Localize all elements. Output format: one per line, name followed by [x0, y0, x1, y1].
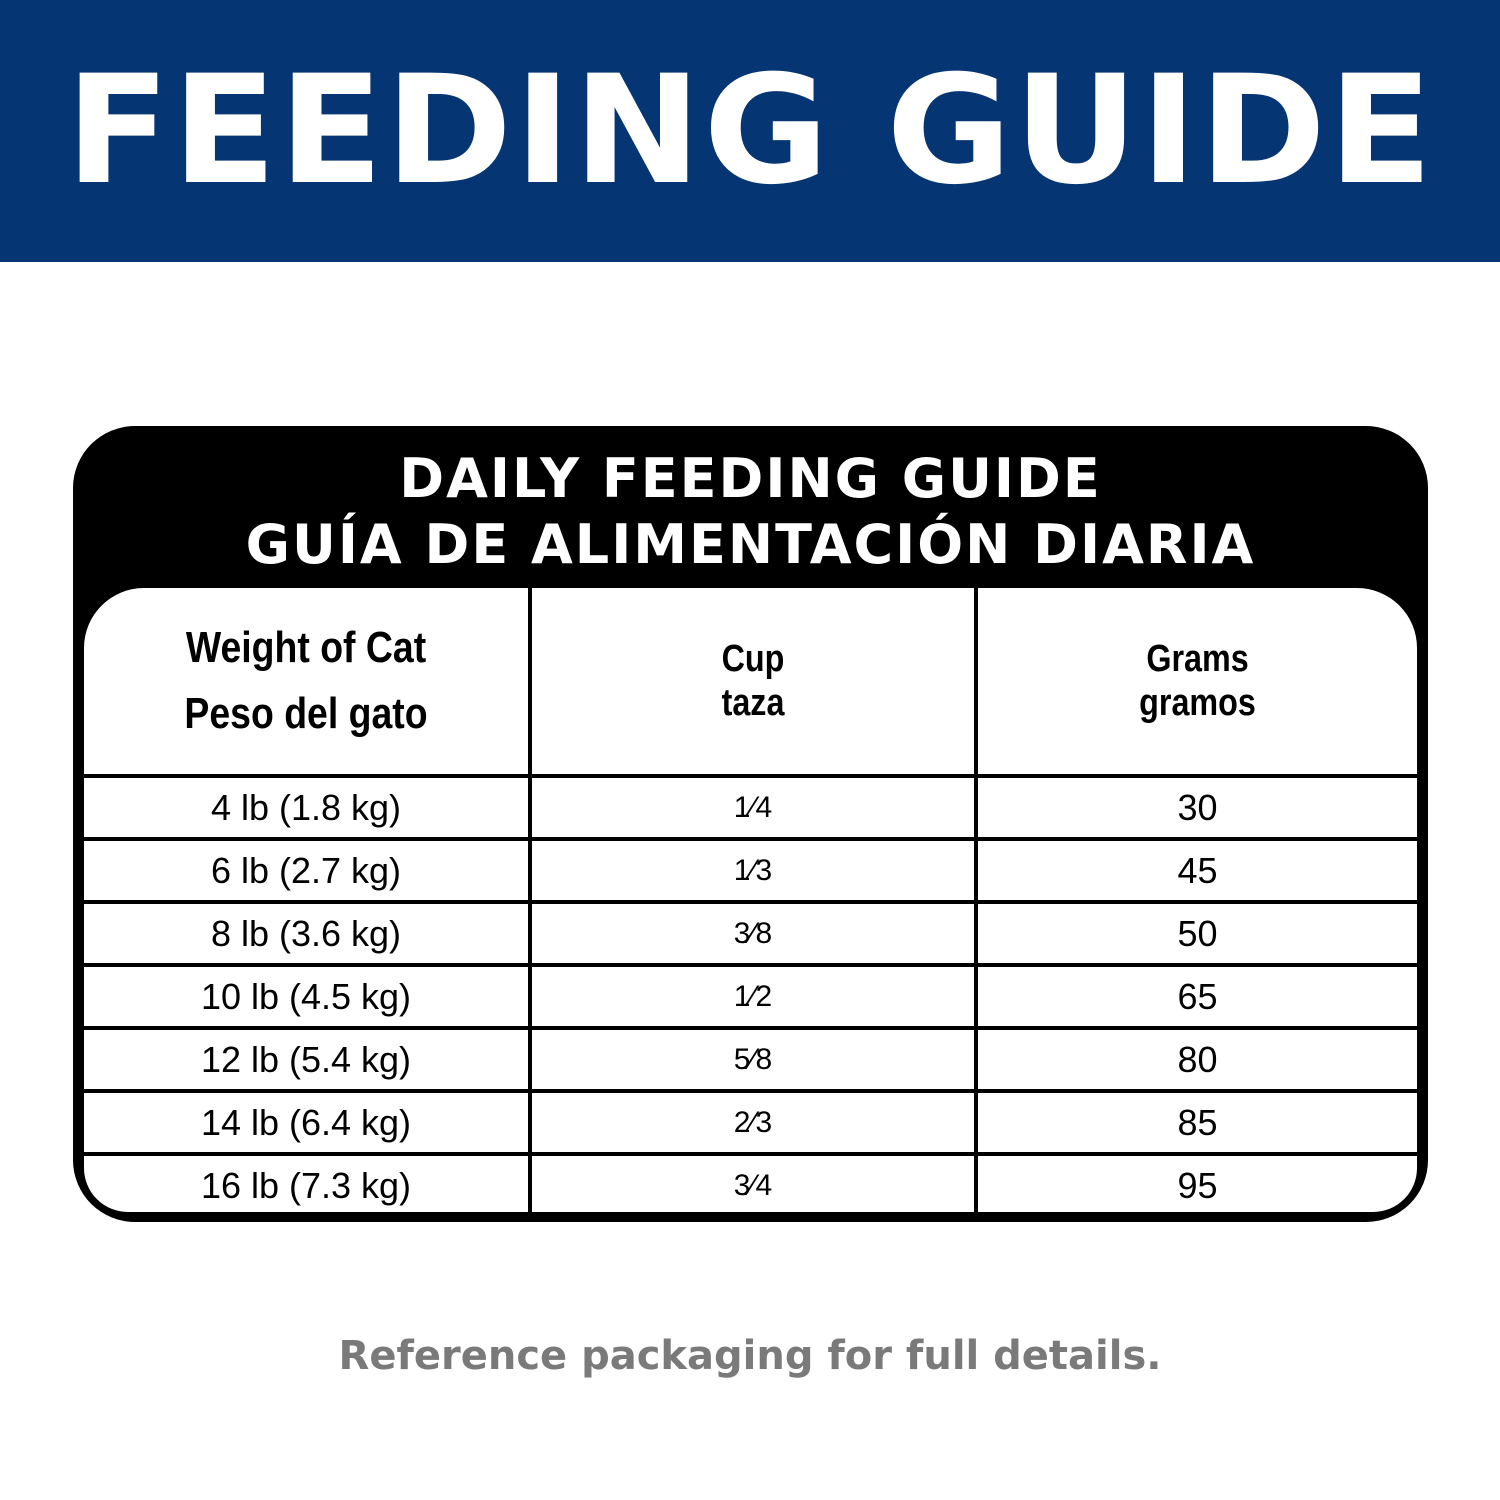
cup-cell: 3⁄8: [528, 900, 978, 967]
table-row: 8 lb (3.6 kg) 3⁄8 50: [84, 900, 1417, 967]
grams-cell: 65: [974, 963, 1417, 1030]
header-cup: Cup taza: [528, 588, 978, 778]
grams-cell: 95: [974, 1152, 1417, 1212]
weight-cell: 8 lb (3.6 kg): [84, 900, 532, 967]
cup-cell: 5⁄8: [528, 1026, 978, 1093]
table-body: Weight of Cat Peso del gato Cup taza Grams…: [84, 588, 1417, 1212]
cup-cell: 2⁄3: [528, 1089, 978, 1156]
table-row: 6 lb (2.7 kg) 1⁄3 45: [84, 837, 1417, 904]
grams-cell: 50: [974, 900, 1417, 967]
table-header-row: Weight of Cat Peso del gato Cup taza Grams…: [84, 588, 1417, 778]
feeding-table-card: DAILY FEEDING GUIDE GUÍA DE ALIMENTACIÓN…: [73, 426, 1428, 1222]
weight-cell: 10 lb (4.5 kg): [84, 963, 532, 1030]
grams-cell: 85: [974, 1089, 1417, 1156]
footer-note: Reference packaging for full details.: [338, 1333, 1162, 1379]
cup-cell: 3⁄4: [528, 1152, 978, 1212]
header-weight: Weight of Cat Peso del gato: [84, 588, 532, 778]
table-title-en: DAILY FEEDING GUIDE: [399, 447, 1102, 510]
header-banner: FEEDING GUIDE: [0, 0, 1500, 262]
table-row: 16 lb (7.3 kg) 3⁄4 95: [84, 1152, 1417, 1212]
weight-cell: 12 lb (5.4 kg): [84, 1026, 532, 1093]
grams-cell: 30: [974, 774, 1417, 841]
grams-cell: 80: [974, 1026, 1417, 1093]
weight-cell: 16 lb (7.3 kg): [84, 1152, 532, 1212]
table-row: 12 lb (5.4 kg) 5⁄8 80: [84, 1026, 1417, 1093]
cup-cell: 1⁄3: [528, 837, 978, 904]
table-row: 10 lb (4.5 kg) 1⁄2 65: [84, 963, 1417, 1030]
table-row: 4 lb (1.8 kg) 1⁄4 30: [84, 774, 1417, 841]
header-grams: Grams gramos: [974, 588, 1417, 778]
table-row: 14 lb (6.4 kg) 2⁄3 85: [84, 1089, 1417, 1156]
grams-cell: 45: [974, 837, 1417, 904]
table-title: DAILY FEEDING GUIDE GUÍA DE ALIMENTACIÓN…: [73, 446, 1428, 578]
weight-cell: 6 lb (2.7 kg): [84, 837, 532, 904]
feeding-table: Weight of Cat Peso del gato Cup taza Grams…: [84, 588, 1417, 1212]
weight-cell: 4 lb (1.8 kg): [84, 774, 532, 841]
cup-cell: 1⁄2: [528, 963, 978, 1030]
table-title-es: GUÍA DE ALIMENTACIÓN DIARIA: [245, 513, 1256, 576]
page-title: FEEDING GUIDE: [65, 44, 1435, 218]
weight-cell: 14 lb (6.4 kg): [84, 1089, 532, 1156]
cup-cell: 1⁄4: [528, 774, 978, 841]
